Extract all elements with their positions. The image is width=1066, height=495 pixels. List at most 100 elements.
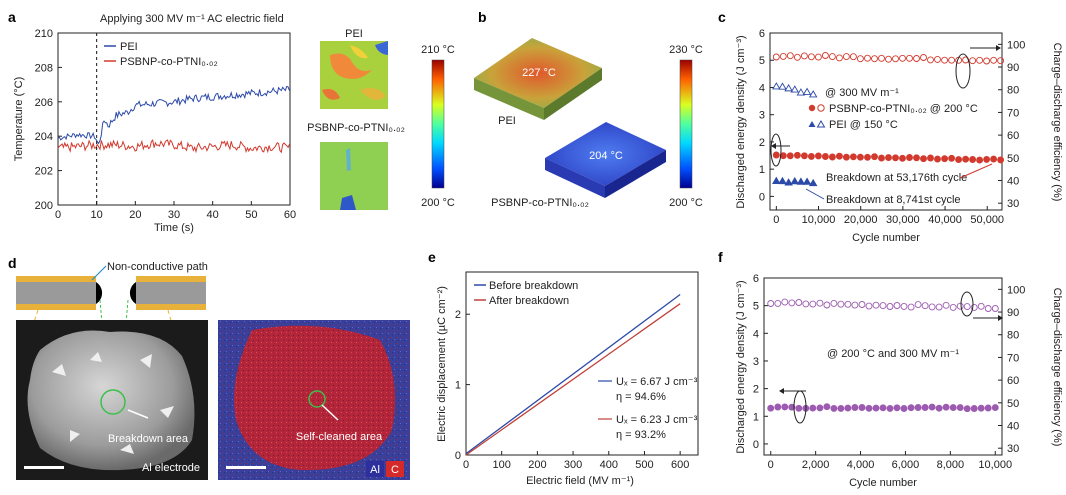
data-point: [802, 87, 812, 95]
data-point: [858, 301, 866, 308]
y-right-tick-label: 50: [1007, 153, 1019, 165]
y-right-tick-label: 80: [1007, 330, 1019, 342]
data-point: [796, 88, 806, 96]
thermal-label-psbnp: PSBNP-co-PTNI₀.₀₂: [307, 122, 405, 134]
panel-f-xlabel: Cycle number: [849, 477, 917, 489]
series-line-before: [465, 294, 681, 455]
data-point: [849, 53, 857, 61]
x-tick-label: 4,000: [847, 459, 875, 471]
panel-a-axes: 0 10 20 30 40 50 60 200 202 204 206 208 210: [35, 28, 296, 221]
panel-e-xlabel: Electric field (MV m⁻¹): [526, 475, 634, 487]
panel-a-colorbar: [431, 59, 445, 189]
panel-f-efficiency-group-ellipse: [960, 291, 974, 317]
x-tick-label: 2,000: [802, 459, 830, 471]
panel-e-axes: 0 100 200 300 400 500 600 0 1 2: [455, 309, 689, 471]
data-point: [772, 53, 780, 61]
panel-e-ylabel: Electric displacement (µC cm⁻²): [436, 286, 448, 442]
data-point: [977, 404, 985, 412]
y-right-tick-label: 60: [1007, 375, 1019, 387]
data-point: [767, 404, 775, 412]
data-point: [955, 156, 963, 164]
data-point: [949, 404, 957, 412]
data-point: [800, 52, 808, 60]
y-tick-label: 6: [759, 28, 765, 40]
x-tick-label: 20,000: [844, 214, 878, 226]
panel-c-annotation-pei-breakdown: Breakdown at 8,741st cycle: [826, 194, 961, 206]
data-point: [856, 55, 864, 63]
data-point: [778, 82, 787, 90]
y-right-tick-label: 40: [1007, 176, 1019, 188]
panel-f-axes: 0 2,000 4,000 6,000 8,000 10,000 0 1 2 3 4 5 6 30 40 50…: [753, 273, 1025, 471]
data-point: [885, 154, 892, 162]
al-electrode-label: Al electrode: [142, 462, 200, 474]
data-point: [927, 154, 934, 162]
y-tick-label: 210: [35, 28, 53, 40]
data-point: [942, 403, 950, 411]
data-point: [991, 404, 999, 412]
data-point: [808, 178, 818, 187]
y-tick-label: 6: [753, 273, 759, 285]
breakdown-area-label: Breakdown area: [108, 433, 189, 445]
panel-letter-c: c: [718, 9, 726, 25]
y-tick-label: 0: [759, 191, 765, 203]
panel-b: b 227 °C PEI 204 °C PSBNP-co-PTNI₀.₀₂ 23…: [474, 9, 703, 209]
panel-a-series: [57, 85, 290, 154]
legend-label-pei: PEI: [120, 41, 138, 53]
data-point: [800, 152, 808, 160]
data-point: [772, 82, 781, 90]
panel-a-colorbar-max: 210 °C: [421, 44, 455, 56]
x-tick-label: 0: [55, 209, 61, 221]
non-conductive-path-arrow: [91, 265, 107, 281]
panel-a-ylabel: Temperature (°C): [13, 77, 25, 161]
data-point: [835, 54, 843, 62]
x-tick-label: 10: [91, 209, 103, 221]
data-point: [816, 299, 824, 307]
data-point: [963, 303, 971, 311]
x-tick-label: 40,000: [928, 214, 962, 226]
non-conductive-path-label: Non-conductive path: [107, 261, 208, 273]
data-point: [935, 404, 943, 412]
x-tick-label: 50: [245, 209, 257, 221]
annotation-ud-before: Uₓ = 6.67 J cm⁻³: [616, 376, 698, 388]
data-point: [997, 57, 1005, 65]
data-point: [865, 404, 873, 412]
panel-d: d Non-conductive path Breakdown area Al …: [8, 255, 410, 480]
data-point: [772, 151, 780, 159]
data-point: [886, 303, 894, 310]
data-point: [814, 53, 822, 61]
data-point: [948, 56, 956, 64]
panel-c-annotation-psbnp-breakdown: Breakdown at 53,176th cycle: [826, 172, 967, 184]
panel-c-energy-group-ellipse: [770, 133, 782, 167]
heated-block-pei: 227 °C: [474, 38, 602, 120]
legend-marker-pei-efficiency: [816, 120, 826, 128]
data-point: [844, 300, 852, 308]
panel-c-annotation-arrow-pei: [805, 188, 825, 200]
data-point: [788, 299, 796, 307]
series-line-after: [465, 303, 681, 456]
data-point: [990, 56, 998, 64]
y-right-tick-label: 100: [1007, 284, 1025, 296]
panel-letter-b: b: [478, 9, 487, 25]
panel-a-colorbar-min: 200 °C: [421, 197, 455, 209]
panel-b-colorbar-min: 200 °C: [669, 197, 703, 209]
data-point: [767, 300, 775, 307]
panel-f-left-axis-arrowhead: [779, 388, 784, 394]
data-point: [969, 57, 977, 65]
x-tick-label: 600: [671, 459, 689, 471]
data-point: [774, 299, 782, 307]
x-tick-label: 300: [564, 459, 582, 471]
panel-c-right-axis-arrowhead: [996, 45, 1001, 51]
y-right-tick-label: 100: [1007, 39, 1025, 51]
data-point: [941, 155, 949, 163]
annotation-eta-after: η = 93.2%: [616, 429, 666, 441]
data-point: [983, 57, 991, 65]
panel-f-plot-frame: [763, 277, 1003, 456]
data-point: [816, 404, 824, 412]
data-point: [928, 303, 936, 311]
data-point: [907, 404, 915, 412]
y-right-tick-label: 50: [1007, 398, 1019, 410]
panel-f-ylabel-left: Discharged energy density (J cm⁻³): [735, 280, 747, 453]
data-point: [809, 300, 817, 308]
y-tick-label: 1: [753, 411, 759, 423]
thermal-image-pei: [320, 41, 388, 109]
